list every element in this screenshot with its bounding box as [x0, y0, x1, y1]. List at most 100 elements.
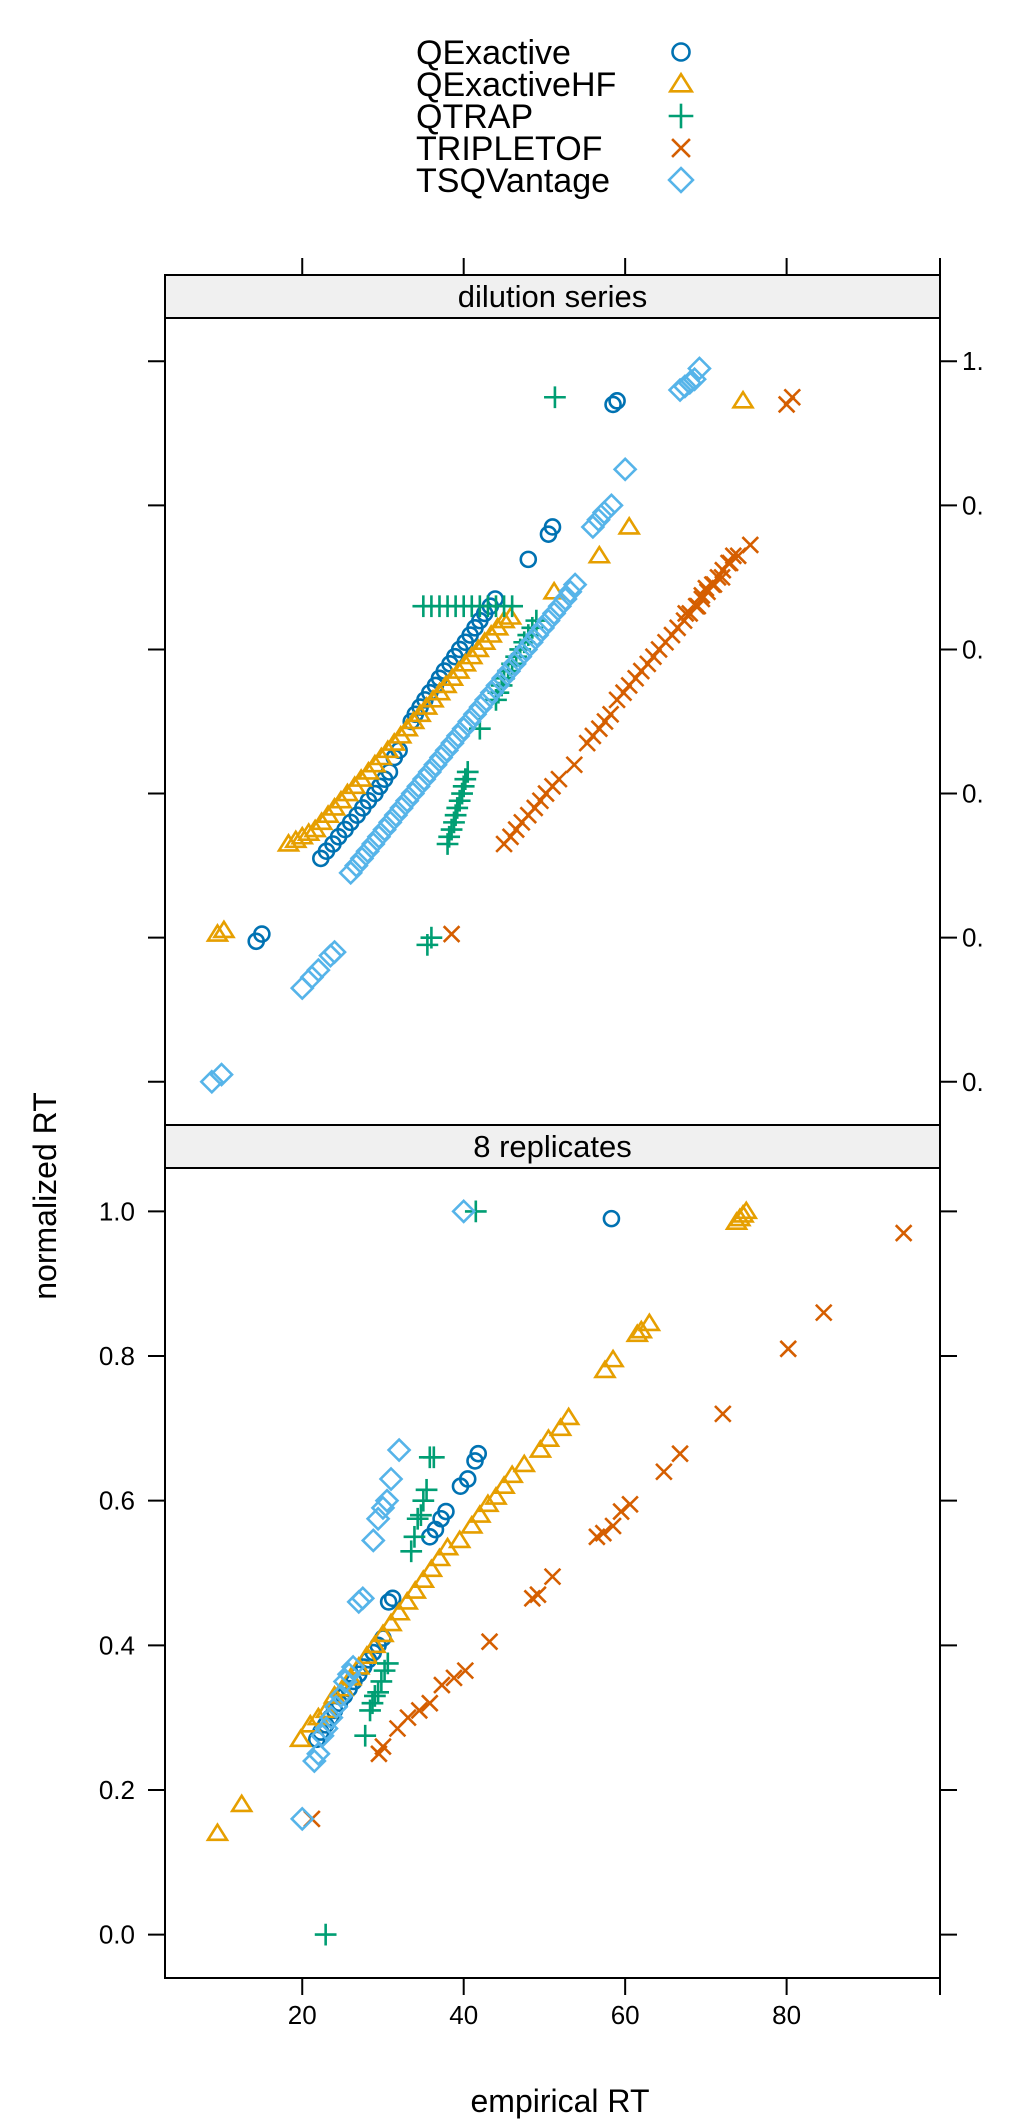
y-tick-label: 1.0: [99, 1196, 135, 1226]
cross-data-point: [420, 1694, 439, 1712]
y-tick-label-right: 0.: [962, 634, 984, 664]
diamond-data-point: [350, 1585, 376, 1611]
triangle-data-point: [528, 1438, 553, 1458]
cross-data-point: [565, 755, 584, 774]
diamond-data-point: [445, 723, 471, 749]
diamond-data-point: [434, 737, 460, 763]
cross-data-point: [399, 1708, 417, 1727]
panel-strip: [164, 1124, 941, 1169]
plus-data-point: [376, 1652, 399, 1675]
circle-data-point: [543, 518, 562, 536]
plus-data-point: [412, 595, 435, 618]
legend-item: TRIPLETOF: [416, 130, 691, 168]
diamond-data-point: [547, 593, 573, 619]
plus-data-point: [415, 1478, 438, 1501]
triangle-data-point: [395, 1590, 420, 1610]
plus-data-point: [420, 926, 443, 949]
y-tick-label-right: 0.: [962, 1067, 984, 1097]
panel-dilution-series: dilution series 0. 0. 0. 0. 0. 1.: [148, 258, 984, 1126]
cross-data-point: [410, 1701, 429, 1720]
triangle-data-point: [411, 1569, 436, 1589]
triangle-data-point: [468, 1504, 492, 1523]
triangle-data-point: [734, 1200, 759, 1220]
chart-panels: dilution series 0. 0. 0. 0. 0. 1. 8 replicates 0…: [99, 258, 984, 2030]
diamond-data-point: [374, 1488, 400, 1514]
y-tick-label: 0.6: [99, 1486, 135, 1516]
diamond-data-point: [457, 709, 482, 734]
cross-data-point: [779, 1340, 798, 1358]
legend-item: QTRAP: [416, 98, 694, 136]
y-tick-label: 0.4: [99, 1630, 135, 1660]
diamond-data-point: [591, 500, 617, 525]
diamond-data-point: [199, 1069, 225, 1095]
diamond-data-point: [451, 716, 477, 742]
diamond-legend-symbol: [667, 166, 695, 194]
triangle-data-point: [587, 544, 612, 564]
plus-data-point: [370, 1670, 393, 1693]
diamond-data-point: [372, 817, 397, 842]
series-qexactivehf: [205, 389, 755, 942]
triangle-data-point: [205, 1822, 230, 1842]
legend-label: QExactiveHF: [416, 66, 616, 104]
circle-data-point: [604, 395, 622, 414]
triangle-data-point: [296, 822, 321, 841]
x-tick-label: 60: [611, 2000, 640, 2030]
triangle-data-point: [205, 922, 230, 942]
plus-legend-symbol: [668, 103, 694, 129]
triangle-data-point: [419, 1558, 444, 1578]
legend: QExactiveQExactiveHFQTRAPTRIPLETOFTSQVan…: [416, 34, 695, 200]
diamond-data-point: [524, 622, 550, 648]
triangle-data-point: [556, 1406, 581, 1426]
triangle-data-point: [601, 1348, 625, 1368]
triangle-data-point: [625, 1323, 650, 1343]
diamond-data-point: [343, 853, 369, 878]
plus-data-point: [412, 1489, 435, 1512]
diamond-data-point: [406, 774, 431, 799]
x-tick-label: 20: [288, 2000, 317, 2030]
diamond-data-point: [400, 781, 426, 806]
diamond-data-point: [209, 1062, 234, 1087]
diamond-data-point: [507, 644, 533, 669]
circle-data-point: [379, 1593, 398, 1611]
plus-data-point: [456, 761, 479, 783]
diamond-data-point: [580, 514, 606, 540]
y-axis-title: normalized RT: [27, 1092, 63, 1299]
series-tsqvantage: [289, 1199, 477, 1832]
cross-data-point: [894, 1224, 913, 1242]
plus-data-point: [354, 1724, 377, 1747]
circle-data-point: [469, 1444, 488, 1463]
y-tick-label: 0.8: [99, 1341, 135, 1371]
cross-data-point: [601, 705, 620, 724]
cross-data-point: [814, 1303, 833, 1322]
diamond-data-point: [386, 1437, 412, 1463]
cross-data-point: [374, 1737, 392, 1756]
diamond-data-point: [310, 1723, 335, 1749]
diamond-data-point: [289, 975, 315, 1001]
cross-data-point: [783, 388, 802, 407]
panel-8-replicates: 8 replicates 0.0 0.2 0.4 0.6 0.8 1.0 20 40 60 80: [99, 1124, 957, 2030]
triangle-data-point: [447, 1529, 472, 1549]
data-points: [205, 1199, 913, 1946]
diamond-data-point: [355, 838, 380, 864]
series-tripletof: [442, 388, 802, 943]
diamond-data-point: [349, 846, 375, 871]
triangle-data-point: [484, 1485, 508, 1505]
circle-data-point: [383, 1589, 402, 1608]
panel-strip: [164, 274, 941, 319]
diamond-data-point: [428, 745, 454, 770]
panel-strip-label: 8 replicates: [473, 1129, 632, 1164]
diamond-data-point: [383, 802, 409, 828]
plus-data-point: [403, 1525, 426, 1548]
diamond-data-point: [394, 788, 420, 814]
circle-data-point: [519, 550, 538, 569]
triangle-data-point: [459, 1514, 484, 1534]
cross-data-point: [445, 1669, 463, 1687]
diamond-data-point: [302, 1748, 327, 1774]
triangle-data-point: [379, 1612, 403, 1632]
circle-data-point: [253, 925, 271, 943]
panel-frame: [164, 317, 941, 1126]
data-points: [199, 356, 802, 1095]
diamond-data-point: [562, 572, 588, 597]
circle-data-point: [458, 1470, 477, 1488]
y-tick-label: 0.2: [99, 1775, 135, 1805]
